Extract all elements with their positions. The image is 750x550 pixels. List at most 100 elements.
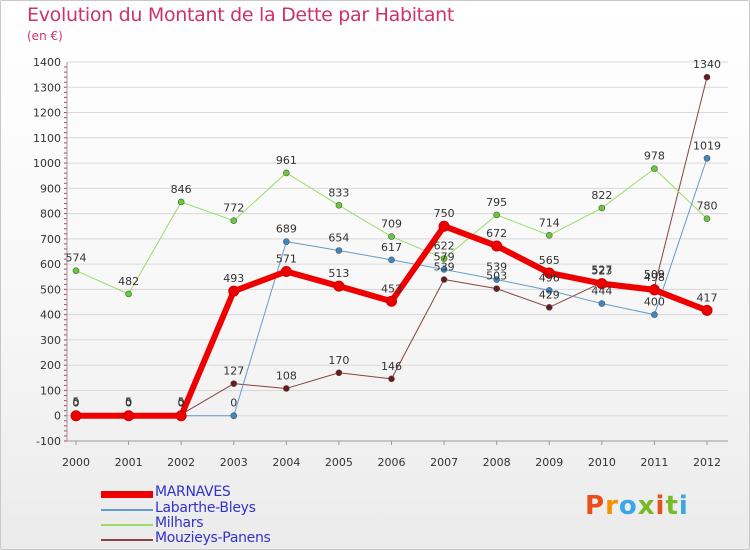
data-label: 822 [591, 189, 612, 202]
data-point [491, 240, 503, 252]
data-point [335, 201, 343, 209]
legend-swatch-mouzieys-panens [101, 539, 153, 541]
data-label: 509 [644, 268, 665, 281]
data-label: 513 [328, 267, 349, 280]
y-tick-label: 1000 [33, 157, 61, 170]
data-point [598, 204, 606, 212]
data-label: 574 [66, 252, 87, 265]
logo-letter: P [585, 491, 606, 521]
legend-label-mouzieys-panens: Mouzieys-Panens [155, 530, 271, 546]
data-label: 846 [171, 183, 192, 196]
legend-swatch-marnaves [101, 491, 153, 498]
y-tick-label: 1200 [33, 107, 61, 120]
y-tick-label: 700 [40, 233, 61, 246]
data-label: 978 [644, 150, 665, 163]
data-label: 444 [591, 285, 612, 298]
y-tick-label: 100 [40, 384, 61, 397]
data-label: 709 [381, 218, 402, 231]
y-tick-label: 400 [40, 309, 61, 322]
data-label: 689 [276, 223, 297, 236]
data-label: 170 [328, 354, 349, 367]
y-tick-label: 1100 [33, 132, 61, 145]
logo-letter: x [637, 491, 656, 521]
legend-label-labarthe-bleys: Labarthe-Bleys [155, 500, 256, 516]
data-point [440, 276, 448, 283]
data-label: 400 [644, 296, 665, 309]
data-label: 108 [276, 369, 297, 382]
data-label: 565 [539, 254, 560, 267]
y-tick-label: 800 [40, 208, 61, 221]
data-label: 429 [539, 288, 560, 301]
data-point [388, 256, 395, 264]
data-label: 5 [178, 395, 185, 408]
data-point [230, 217, 238, 224]
data-point [283, 385, 290, 392]
chart-title: Evolution du Montant de la Dette par Hab… [27, 4, 455, 26]
y-tick-label: 1400 [33, 56, 61, 69]
y-tick-label: -100 [36, 435, 61, 448]
data-label: 0 [178, 397, 185, 410]
y-tick-label: 1300 [33, 81, 61, 94]
logo-letter: o [618, 491, 638, 521]
proxiti-logo: Proxiti [585, 491, 689, 521]
data-label: 579 [434, 250, 455, 263]
data-point [596, 278, 608, 290]
data-point [493, 285, 500, 292]
x-tick-label: 2010 [588, 456, 616, 469]
data-point [335, 247, 343, 254]
data-point [72, 267, 80, 275]
data-label: 780 [697, 200, 718, 213]
data-label: 795 [486, 196, 507, 209]
data-label: 1019 [693, 139, 721, 152]
data-label: 0 [73, 397, 80, 410]
data-point [388, 233, 395, 240]
data-point [545, 232, 553, 239]
logo-letter: i [678, 491, 689, 521]
y-tick-label: 0 [54, 410, 61, 423]
data-point [440, 255, 448, 262]
x-tick-label: 2006 [378, 456, 406, 469]
data-label: 961 [276, 154, 297, 167]
y-tick-label: 300 [40, 334, 61, 347]
data-label: 750 [434, 207, 455, 220]
data-point [230, 412, 238, 420]
data-point [703, 215, 711, 222]
data-point [177, 198, 185, 206]
data-label: 654 [328, 231, 349, 244]
data-label: 0 [178, 397, 185, 410]
data-label: 0 [125, 397, 132, 410]
logo-letter: i [655, 491, 666, 521]
data-point [648, 284, 660, 296]
data-label: 5 [125, 395, 132, 408]
data-label: 833 [328, 186, 349, 199]
logo-letter: t [665, 491, 679, 521]
x-tick-label: 2008 [483, 456, 511, 469]
data-point [123, 410, 135, 422]
y-tick-label: 200 [40, 359, 61, 372]
data-point [651, 165, 658, 172]
data-point [545, 304, 553, 311]
legend-label-marnaves: MARNAVES [155, 484, 231, 500]
data-label: 0 [125, 397, 132, 410]
series-line-0 [73, 223, 710, 419]
data-label: 772 [223, 202, 244, 215]
data-label: 1340 [693, 58, 721, 71]
data-point [125, 290, 132, 298]
data-label: 527 [591, 264, 612, 277]
data-point [703, 154, 711, 162]
legend-swatch-labarthe-bleys [101, 509, 153, 511]
data-point [230, 380, 238, 387]
data-point [386, 295, 397, 307]
data-label: 622 [434, 240, 455, 253]
x-tick-label: 2007 [430, 456, 458, 469]
data-label: 493 [223, 272, 244, 285]
x-tick-label: 2005 [325, 456, 353, 469]
data-label: 672 [486, 227, 507, 240]
chart-unit: (en €) [27, 29, 63, 43]
data-label: 714 [539, 216, 560, 229]
data-label: 5 [73, 395, 80, 408]
legend-label-milhars: Milhars [155, 515, 204, 531]
data-point [280, 265, 292, 277]
data-point [388, 375, 395, 383]
